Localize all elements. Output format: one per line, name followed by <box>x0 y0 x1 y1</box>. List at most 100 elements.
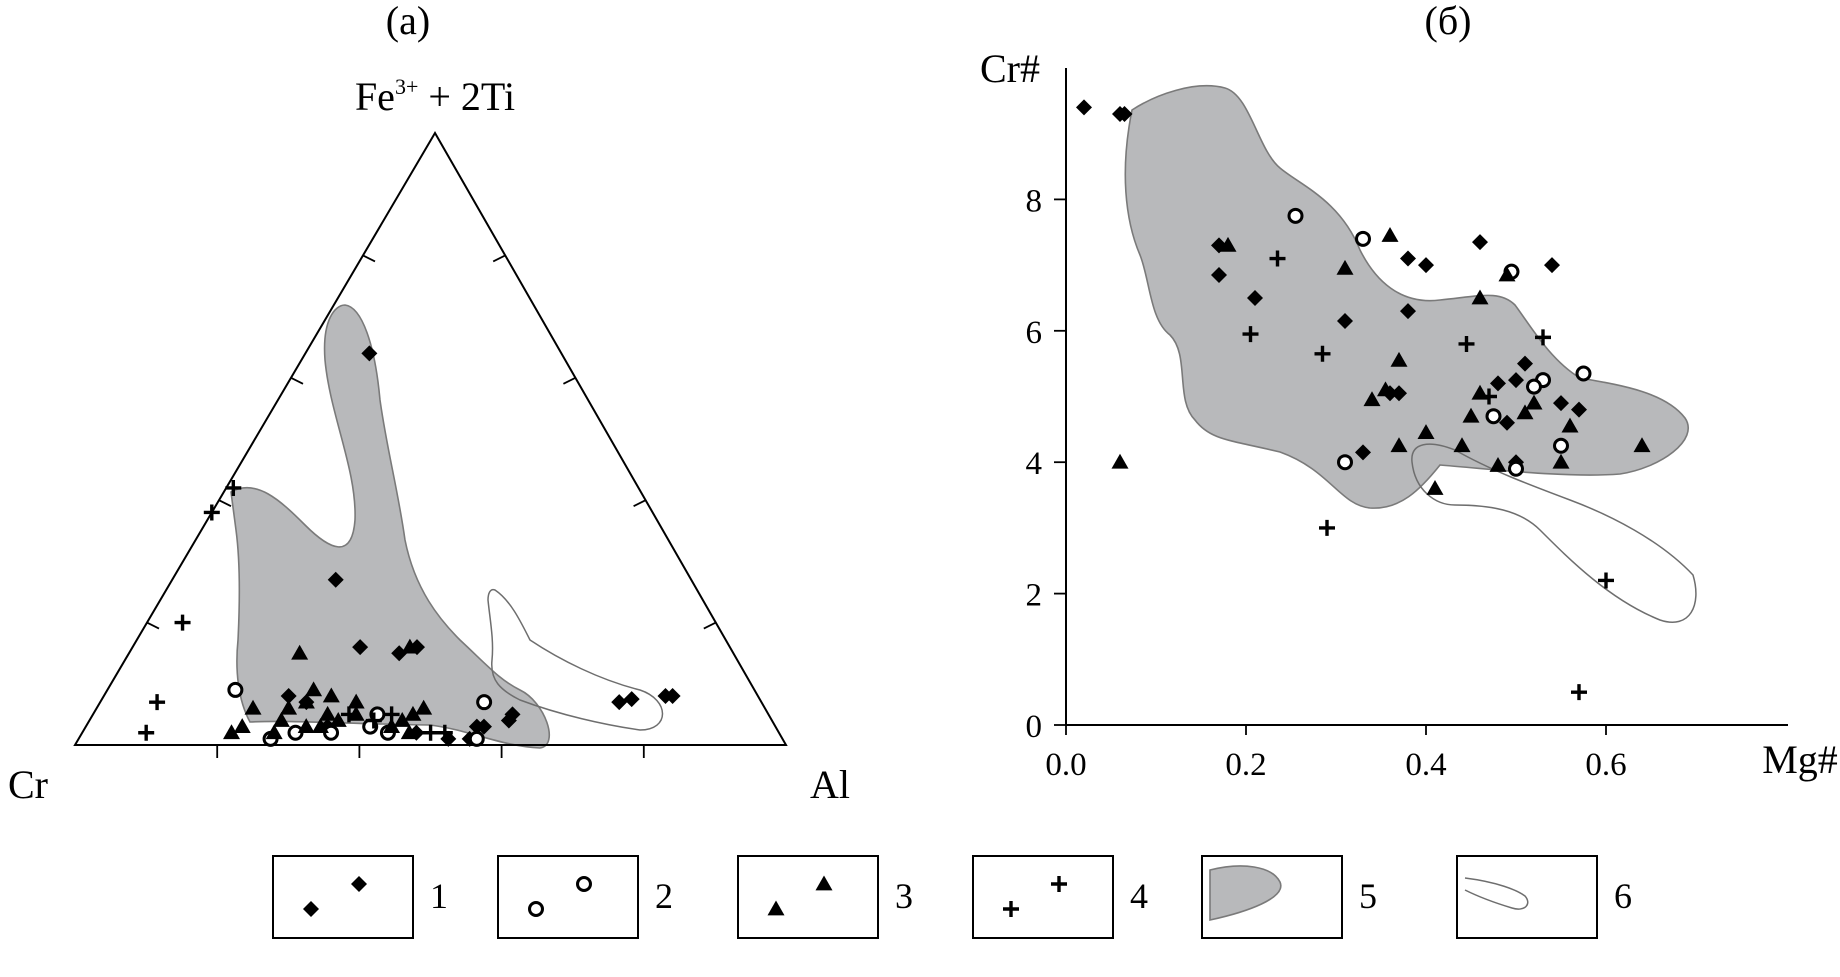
ternary-point-series-1 <box>327 571 344 588</box>
ternary-tick-left <box>218 499 232 508</box>
apex-label-left: Cr <box>8 762 48 807</box>
legend-label: 4 <box>1130 876 1148 916</box>
ternary-point-series-4 <box>149 694 166 711</box>
ternary-point-series-4 <box>365 712 382 729</box>
legend-marker-3 <box>815 875 833 891</box>
ternary-point-series-3 <box>322 687 340 703</box>
legend-box <box>737 855 879 939</box>
ternary-point-series-1 <box>361 345 378 362</box>
xy-point-series-4 <box>1481 388 1497 405</box>
xy-point-series-4 <box>1314 345 1331 362</box>
xy-point-series-1 <box>1391 385 1407 402</box>
ternary-point-series-3 <box>305 681 323 697</box>
x-tick-label: 0.6 <box>1585 747 1626 783</box>
ternary-point-series-3 <box>291 644 309 660</box>
legend-label: 1 <box>430 876 448 916</box>
xy-point-series-4 <box>1598 572 1614 589</box>
xy-point-series-3 <box>1498 266 1516 282</box>
xy-point-series-3 <box>1561 417 1579 433</box>
ternary-tick-right <box>492 254 506 263</box>
legend-marker-1 <box>303 901 319 917</box>
xy-point-series-3 <box>1336 259 1354 275</box>
ternary-ticks <box>146 254 717 758</box>
legend-item-6: 6 <box>1456 855 1632 939</box>
xy-point-series-1 <box>1116 105 1133 122</box>
ternary-point-series-3 <box>319 705 337 721</box>
xy-point-series-4 <box>1269 250 1286 267</box>
xy-field-grey <box>1124 84 1689 509</box>
xy-point-series-3 <box>1390 437 1408 453</box>
xy-field-outline <box>1411 443 1697 623</box>
xy-point-series-1 <box>1553 395 1569 412</box>
ternary-point-series-3 <box>297 693 315 709</box>
ternary-point-series-3 <box>415 699 433 715</box>
ternary-point-series-2 <box>476 694 493 711</box>
ternary-point-series-4 <box>340 706 357 723</box>
xy-point-series-3 <box>1462 407 1480 423</box>
xy-point-series-1 <box>1544 257 1560 274</box>
ternary-point-series-4 <box>203 504 220 521</box>
legend-box <box>272 855 414 939</box>
xy-point-series-1 <box>1517 355 1533 372</box>
xy-point-series-3 <box>1489 456 1507 472</box>
legend-box <box>972 855 1114 939</box>
xy-point-series-4 <box>1242 326 1259 343</box>
xy-point-series-2 <box>1287 207 1304 224</box>
xy-point-series-4 <box>1319 519 1335 536</box>
ternary-point-series-3 <box>329 712 347 727</box>
xy-point-series-2 <box>1526 378 1542 395</box>
xy-point-series-3 <box>1417 424 1435 440</box>
ternary-point-series-3 <box>393 712 411 727</box>
legend-label: 3 <box>895 876 913 916</box>
y-tick-label: 0 <box>1026 709 1043 745</box>
ternary-point-series-1 <box>611 694 628 711</box>
legend-item-1: 1 <box>272 855 448 939</box>
ternary-point-series-2 <box>227 681 244 698</box>
ternary-field-outline <box>487 588 664 731</box>
xy-point-series-3 <box>1471 289 1489 305</box>
ternary-point-series-3 <box>233 718 251 734</box>
ternary-point-series-1 <box>657 688 674 705</box>
legend-field-outline <box>1464 877 1529 910</box>
legend: 1 2 3 4 5 6 <box>272 855 1632 939</box>
apex-label-top: Fe3+ + 2Ti <box>355 74 515 119</box>
ternary-point-series-1 <box>500 712 517 729</box>
ternary-point-series-3 <box>347 693 365 709</box>
ternary-point-series-2 <box>468 730 485 747</box>
xy-point-series-4 <box>1535 329 1551 346</box>
xy-ticks: 0.0 0.2 0.4 0.6 0 2 4 6 8 <box>1026 183 1627 783</box>
ternary-point-series-3 <box>244 699 262 715</box>
xy-point-series-1 <box>1472 234 1488 251</box>
ternary-tick-left <box>362 254 376 263</box>
xy-point-series-1 <box>1508 372 1524 389</box>
xy-point-series-1 <box>1418 257 1434 274</box>
ternary-point-series-4 <box>383 706 400 723</box>
xy-point-series-3 <box>1390 351 1408 367</box>
legend-box <box>497 855 639 939</box>
xy-point-series-2 <box>1337 454 1353 471</box>
x-tick-label: 0.4 <box>1405 747 1446 783</box>
y-axis-label: Cr# <box>980 46 1040 91</box>
xy-point-series-1 <box>1499 414 1515 431</box>
legend-item-3: 3 <box>737 855 913 939</box>
xy-point-series-1 <box>1247 289 1263 306</box>
xy-points <box>1076 99 1651 701</box>
ternary-point-series-1 <box>352 639 369 656</box>
ternary-point-series-3 <box>383 718 401 734</box>
xy-point-series-1 <box>1355 444 1371 461</box>
xy-diagram: (б) 0.0 0.2 0.4 0.6 0 2 4 6 8 Cr# Mg# <box>980 0 1838 783</box>
xy-point-series-2 <box>1485 408 1502 425</box>
legend-label: 6 <box>1614 876 1632 916</box>
legend-marker-4 <box>1051 876 1067 892</box>
ternary-diagram: (а) Fe3+ + 2Ti Cr Al <box>8 0 850 807</box>
xy-point-series-3 <box>1363 391 1381 407</box>
xy-point-series-1 <box>1400 250 1416 267</box>
ternary-point-series-3 <box>223 724 241 740</box>
y-tick-label: 2 <box>1026 578 1043 614</box>
xy-point-series-3 <box>1111 453 1129 469</box>
xy-point-series-1 <box>1571 401 1587 418</box>
x-tick-label: 0.2 <box>1225 747 1266 783</box>
ternary-point-series-1 <box>623 691 640 708</box>
xy-point-series-1 <box>1076 99 1092 116</box>
xy-point-series-1 <box>1337 312 1353 329</box>
